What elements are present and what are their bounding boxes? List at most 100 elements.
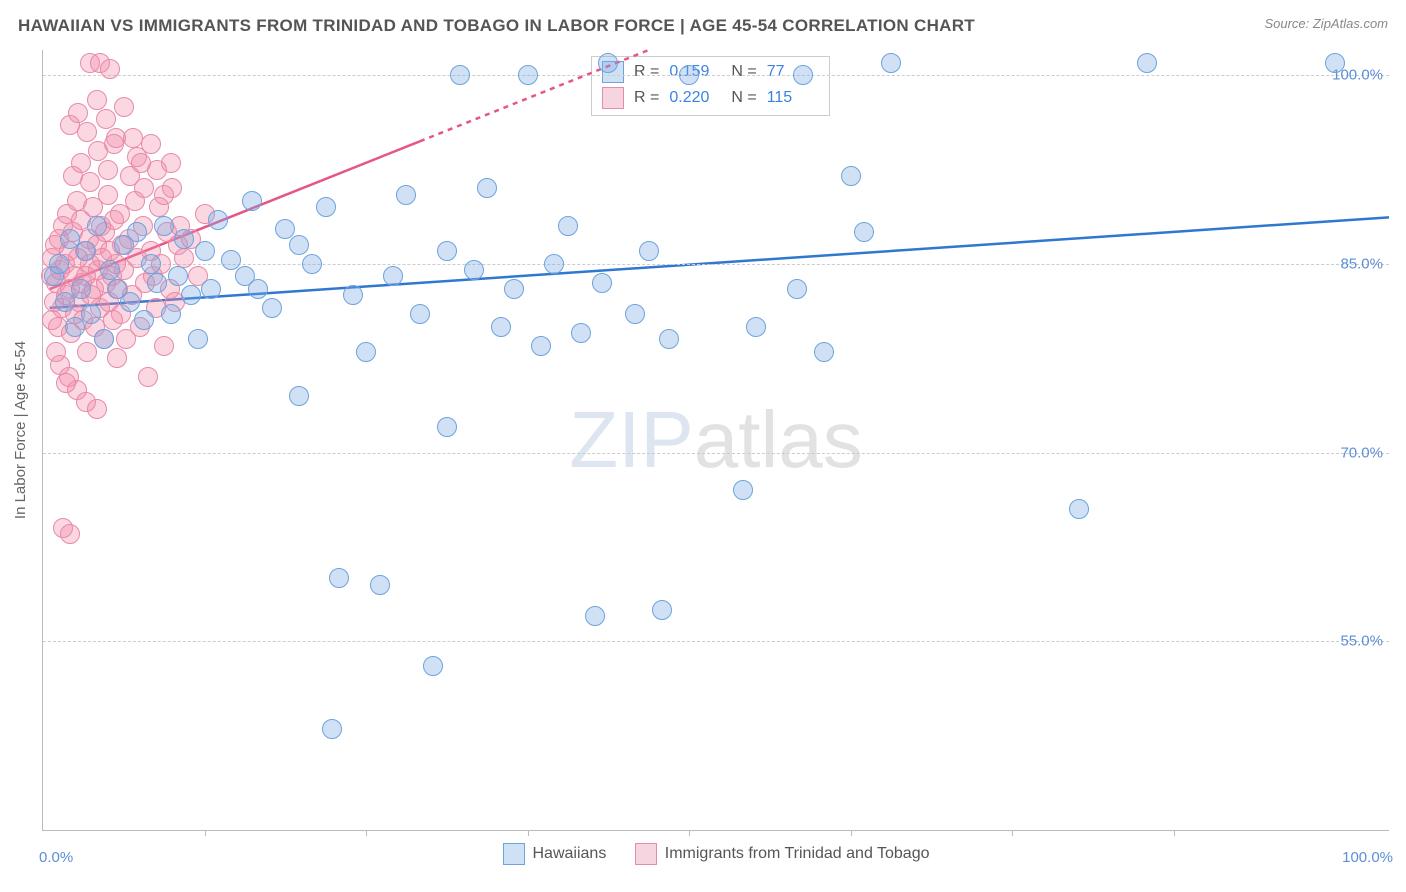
scatter-point-blue bbox=[625, 304, 645, 324]
scatter-point-blue bbox=[289, 235, 309, 255]
scatter-point-blue bbox=[141, 254, 161, 274]
scatter-point-pink bbox=[154, 336, 174, 356]
x-tick-mark bbox=[366, 830, 367, 836]
scatter-point-blue bbox=[437, 241, 457, 261]
r-value-pink: 0.220 bbox=[669, 89, 721, 107]
scatter-point-blue bbox=[410, 304, 430, 324]
scatter-point-pink bbox=[60, 524, 80, 544]
scatter-point-blue bbox=[383, 266, 403, 286]
x-tick-mark bbox=[851, 830, 852, 836]
scatter-point-pink bbox=[138, 367, 158, 387]
scatter-point-blue bbox=[746, 317, 766, 337]
y-tick-label: 55.0% bbox=[1340, 633, 1383, 650]
scatter-point-blue bbox=[814, 342, 834, 362]
scatter-point-blue bbox=[134, 310, 154, 330]
x-tick-mark bbox=[1012, 830, 1013, 836]
source-credit: Source: ZipAtlas.com bbox=[1264, 16, 1388, 31]
scatter-point-blue bbox=[195, 241, 215, 261]
scatter-point-blue bbox=[188, 329, 208, 349]
scatter-point-blue bbox=[639, 241, 659, 261]
scatter-point-pink bbox=[104, 134, 124, 154]
swatch-pink-icon bbox=[602, 87, 624, 109]
scatter-point-blue bbox=[100, 260, 120, 280]
scatter-point-blue bbox=[356, 342, 376, 362]
x-min-label: 0.0% bbox=[39, 849, 73, 866]
legend-item-pink: Immigrants from Trinidad and Tobago bbox=[635, 843, 930, 865]
scatter-point-blue bbox=[491, 317, 511, 337]
scatter-point-blue bbox=[659, 329, 679, 349]
scatter-point-blue bbox=[1069, 499, 1089, 519]
scatter-point-blue bbox=[316, 197, 336, 217]
scatter-point-blue bbox=[733, 480, 753, 500]
scatter-point-blue bbox=[94, 329, 114, 349]
scatter-point-blue bbox=[652, 600, 672, 620]
swatch-pink-icon bbox=[635, 843, 657, 865]
scatter-point-blue bbox=[592, 273, 612, 293]
scatter-point-pink bbox=[154, 185, 174, 205]
scatter-point-blue bbox=[464, 260, 484, 280]
scatter-point-blue bbox=[76, 241, 96, 261]
scatter-point-pink bbox=[134, 178, 154, 198]
scatter-point-pink bbox=[42, 310, 62, 330]
scatter-point-pink bbox=[123, 128, 143, 148]
scatter-point-pink bbox=[71, 153, 91, 173]
gridline bbox=[43, 75, 1389, 76]
scatter-point-blue bbox=[585, 606, 605, 626]
scatter-point-blue bbox=[322, 719, 342, 739]
scatter-point-blue bbox=[329, 568, 349, 588]
scatter-point-blue bbox=[571, 323, 591, 343]
x-tick-mark bbox=[528, 830, 529, 836]
swatch-blue-icon bbox=[503, 843, 525, 865]
scatter-point-blue bbox=[558, 216, 578, 236]
scatter-point-pink bbox=[96, 109, 116, 129]
y-tick-label: 85.0% bbox=[1340, 255, 1383, 272]
x-tick-mark bbox=[689, 830, 690, 836]
scatter-point-pink bbox=[80, 172, 100, 192]
scatter-point-blue bbox=[598, 53, 618, 73]
scatter-point-pink bbox=[98, 160, 118, 180]
scatter-point-pink bbox=[114, 97, 134, 117]
scatter-point-blue bbox=[71, 279, 91, 299]
scatter-point-blue bbox=[854, 222, 874, 242]
legend: Hawaiians Immigrants from Trinidad and T… bbox=[43, 843, 1389, 870]
scatter-point-blue bbox=[87, 216, 107, 236]
scatter-point-blue bbox=[881, 53, 901, 73]
scatter-point-pink bbox=[174, 248, 194, 268]
scatter-point-blue bbox=[248, 279, 268, 299]
scatter-point-pink bbox=[77, 122, 97, 142]
chart-title: HAWAIIAN VS IMMIGRANTS FROM TRINIDAD AND… bbox=[18, 16, 975, 35]
scatter-point-pink bbox=[131, 153, 151, 173]
scatter-point-pink bbox=[100, 59, 120, 79]
scatter-point-blue bbox=[841, 166, 861, 186]
scatter-point-blue bbox=[147, 273, 167, 293]
scatter-point-blue bbox=[450, 65, 470, 85]
scatter-point-blue bbox=[477, 178, 497, 198]
scatter-point-blue bbox=[370, 575, 390, 595]
scatter-point-blue bbox=[168, 266, 188, 286]
scatter-point-blue bbox=[343, 285, 363, 305]
scatter-point-pink bbox=[98, 185, 118, 205]
scatter-point-blue bbox=[161, 304, 181, 324]
scatter-point-blue bbox=[437, 417, 457, 437]
scatter-point-blue bbox=[531, 336, 551, 356]
scatter-point-blue bbox=[302, 254, 322, 274]
scatter-point-blue bbox=[242, 191, 262, 211]
scatter-point-pink bbox=[50, 355, 70, 375]
scatter-point-blue bbox=[49, 254, 69, 274]
stats-row-blue: R =0.159 N =77 bbox=[602, 59, 819, 85]
legend-label-blue: Hawaiians bbox=[533, 845, 607, 863]
scatter-point-blue bbox=[289, 386, 309, 406]
scatter-point-blue bbox=[120, 292, 140, 312]
scatter-point-blue bbox=[208, 210, 228, 230]
scatter-point-pink bbox=[107, 348, 127, 368]
plot-area: ZIPatlas R =0.159 N =77 R =0.220 N =115 … bbox=[42, 50, 1389, 831]
scatter-point-pink bbox=[56, 373, 76, 393]
y-axis-label: In Labor Force | Age 45-54 bbox=[12, 341, 29, 519]
n-value-pink: 115 bbox=[767, 89, 819, 107]
scatter-point-blue bbox=[262, 298, 282, 318]
scatter-point-blue bbox=[544, 254, 564, 274]
scatter-point-pink bbox=[87, 90, 107, 110]
scatter-point-pink bbox=[87, 399, 107, 419]
scatter-point-pink bbox=[141, 134, 161, 154]
scatter-point-blue bbox=[201, 279, 221, 299]
